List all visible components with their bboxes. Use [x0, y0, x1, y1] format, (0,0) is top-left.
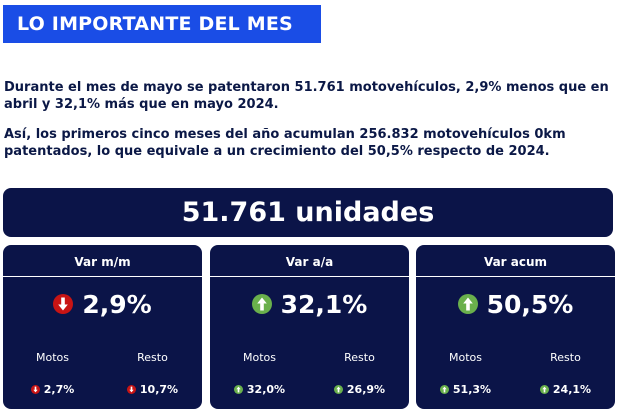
up-arrow-icon: [439, 385, 449, 394]
up-arrow-icon: [457, 294, 478, 314]
sub-label-motos: Motos: [449, 351, 482, 364]
card-main-value: 50,5%: [416, 287, 615, 321]
up-arrow-icon: [333, 385, 343, 394]
sub-value-resto: 10,7%: [103, 383, 202, 396]
sub-label-motos: Motos: [36, 351, 69, 364]
card-var-aa: Var a/a 32,1% Motos Resto 32,0% 26,9%: [210, 245, 409, 409]
sub-value-text: 2,7%: [43, 383, 75, 396]
card-main-value-text: 32,1%: [280, 289, 368, 319]
card-divider: [416, 276, 615, 277]
up-arrow-icon: [539, 385, 549, 394]
section-title: LO IMPORTANTE DEL MES: [3, 5, 321, 43]
sub-value-motos: 32,0%: [210, 383, 309, 396]
section-title-text: LO IMPORTANTE DEL MES: [17, 13, 293, 35]
card-main-value: 32,1%: [210, 287, 409, 321]
sub-value-text: 26,9%: [346, 383, 386, 396]
sub-value-resto: 24,1%: [516, 383, 615, 396]
card-title: Var a/a: [285, 255, 334, 269]
sub-value-text: 51,3%: [452, 383, 492, 396]
sub-label-resto: Resto: [137, 351, 168, 364]
down-arrow-icon: [53, 294, 74, 314]
card-main-value-text: 50,5%: [486, 289, 574, 319]
down-arrow-icon: [126, 385, 136, 394]
up-arrow-icon: [233, 385, 243, 394]
sub-value-text: 10,7%: [139, 383, 179, 396]
down-arrow-icon: [30, 385, 40, 394]
sub-label-motos: Motos: [243, 351, 276, 364]
total-units-value: 51.761 unidades: [181, 197, 435, 228]
card-main-value-text: 2,9%: [82, 289, 152, 319]
intro-paragraph-2: Así, los primeros cinco meses del año ac…: [4, 127, 566, 159]
sub-value-text: 24,1%: [552, 383, 592, 396]
sub-value-resto: 26,9%: [310, 383, 409, 396]
sub-value-text: 32,0%: [246, 383, 286, 396]
sub-label-resto: Resto: [344, 351, 375, 364]
total-units-banner: 51.761 unidades: [3, 188, 613, 237]
intro-paragraph-1: Durante el mes de mayo se patentaron 51.…: [4, 80, 609, 112]
card-var-acum: Var acum 50,5% Motos Resto 51,3% 24,1%: [416, 245, 615, 409]
sub-label-resto: Resto: [550, 351, 581, 364]
card-divider: [3, 276, 202, 277]
sub-value-motos: 51,3%: [416, 383, 515, 396]
card-main-value: 2,9%: [3, 287, 202, 321]
card-title: Var acum: [483, 255, 548, 269]
up-arrow-icon: [251, 294, 272, 314]
sub-value-motos: 2,7%: [3, 383, 102, 396]
card-title: Var m/m: [74, 255, 131, 269]
card-divider: [210, 276, 409, 277]
card-var-mm: Var m/m 2,9% Motos Resto 2,7% 10,7%: [3, 245, 202, 409]
